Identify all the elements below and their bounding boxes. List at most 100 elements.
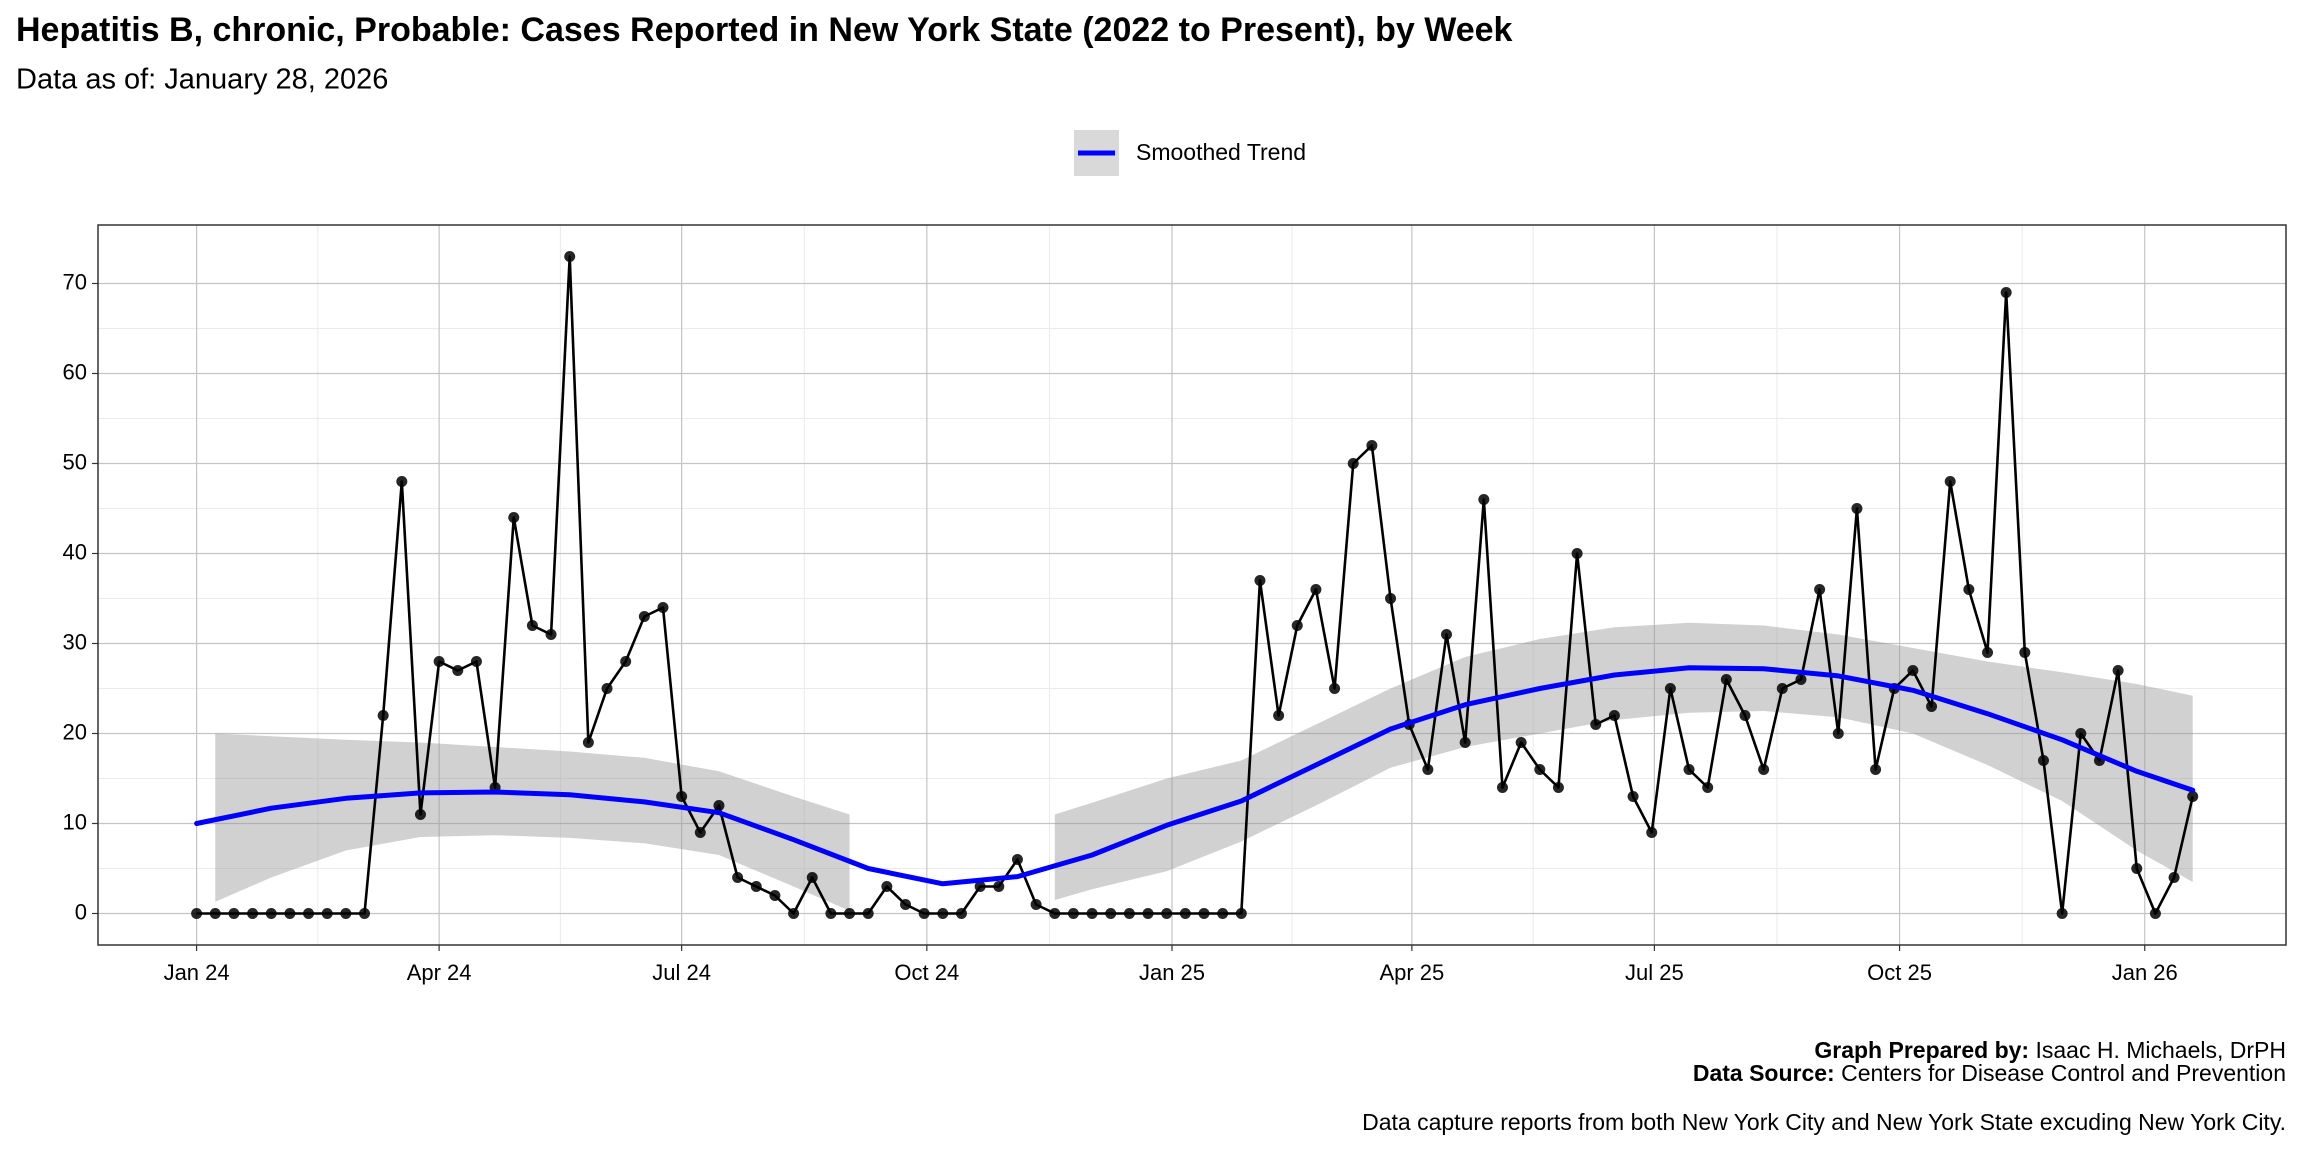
data-point — [2131, 863, 2143, 874]
data-point — [825, 908, 837, 919]
x-tick-label: Apr 24 — [407, 960, 472, 985]
data-point — [694, 827, 706, 838]
data-point — [1683, 764, 1695, 775]
caption-value: Isaac H. Michaels, DrPH — [2035, 1037, 2286, 1063]
panel-background — [98, 225, 2286, 945]
data-point — [1329, 683, 1341, 694]
y-tick-label: 10 — [63, 809, 87, 834]
data-point — [1441, 629, 1453, 640]
data-point — [2037, 755, 2049, 766]
y-tick-label: 40 — [63, 539, 87, 564]
data-point — [638, 611, 650, 622]
y-tick-label: 0 — [75, 899, 87, 924]
data-point — [2168, 872, 2180, 883]
data-point — [881, 881, 893, 892]
caption-label: Graph Prepared by: — [1814, 1037, 2029, 1063]
data-point — [937, 908, 949, 919]
x-tick-label: Jul 25 — [1625, 960, 1684, 985]
data-point — [1608, 710, 1620, 721]
data-point — [321, 908, 333, 919]
data-point — [844, 908, 856, 919]
data-point — [657, 602, 669, 613]
data-point — [676, 791, 688, 802]
data-point — [1161, 908, 1173, 919]
data-point — [433, 656, 445, 667]
data-point — [2019, 647, 2031, 658]
data-point — [1049, 908, 1061, 919]
plot-area: 0 10 20 30 40 50 60 70 Jan 24 Apr 24 Jul 24 Oct 24 J… — [63, 224, 2287, 985]
data-point — [303, 908, 315, 919]
data-point — [1366, 440, 1378, 451]
legend: Smoothed Trend — [1074, 130, 1306, 176]
data-point — [1534, 764, 1546, 775]
data-point — [1385, 593, 1397, 604]
data-line — [196, 255, 2194, 915]
x-tick-label: Oct 24 — [894, 960, 959, 985]
data-point — [1552, 782, 1564, 793]
data-point — [806, 872, 818, 883]
data-point — [1963, 584, 1975, 595]
data-point — [713, 800, 725, 811]
data-point — [1217, 908, 1229, 919]
data-point — [1496, 782, 1508, 793]
data-point — [1422, 764, 1434, 775]
data-point — [1814, 584, 1826, 595]
data-point — [601, 683, 613, 694]
data-point — [228, 908, 240, 919]
data-point — [1720, 674, 1732, 685]
data-point — [1179, 908, 1191, 919]
data-point — [1795, 674, 1807, 685]
caption-value: Centers for Disease Control and Preventi… — [1841, 1060, 2286, 1086]
data-point — [508, 512, 520, 523]
data-point — [1011, 854, 1023, 865]
data-point — [1198, 908, 1210, 919]
data-point — [247, 908, 259, 919]
data-point — [414, 809, 426, 820]
data-point — [1105, 908, 1117, 919]
x-tick-label: Jan 25 — [1139, 960, 1205, 985]
chart-subtitle: Data as of: January 28, 2026 — [16, 64, 388, 96]
data-point — [1273, 710, 1285, 721]
data-point — [750, 881, 762, 892]
data-point — [1459, 737, 1471, 748]
data-point — [377, 710, 389, 721]
data-point — [1758, 764, 1770, 775]
panel-border — [97, 224, 2287, 946]
data-point — [564, 251, 576, 262]
y-tick-label: 70 — [63, 269, 87, 294]
data-point — [1571, 548, 1583, 559]
data-point — [1254, 575, 1266, 586]
data-point — [359, 908, 371, 919]
data-point — [974, 881, 986, 892]
chart-title: Hepatitis B, chronic, Probable: Cases Re… — [16, 11, 1513, 49]
x-tick-label: Jan 24 — [164, 960, 230, 985]
data-point — [2149, 908, 2161, 919]
data-point — [769, 890, 781, 901]
confidence-band — [1054, 622, 2193, 900]
caption-note: Data capture reports from both New York … — [1362, 1109, 2286, 1135]
x-tick-label: Jan 26 — [2112, 960, 2178, 985]
data-point — [284, 908, 296, 919]
data-point — [1664, 683, 1676, 694]
data-point — [1776, 683, 1788, 694]
data-point — [340, 908, 352, 919]
caption-prepared: Graph Prepared by: Isaac H. Michaels, Dr… — [1814, 1037, 2286, 1063]
confidence-band — [215, 733, 850, 911]
data-point — [1086, 908, 1098, 919]
y-tick-label: 20 — [63, 719, 87, 744]
data-point — [1235, 908, 1247, 919]
data-point — [209, 908, 221, 919]
data-point — [900, 899, 912, 910]
x-tick-label: Apr 25 — [1379, 960, 1444, 985]
data-point — [788, 908, 800, 919]
y-tick-label: 30 — [63, 629, 87, 654]
data-point — [1590, 719, 1602, 730]
x-tick-label: Oct 25 — [1867, 960, 1932, 985]
data-point — [1926, 701, 1938, 712]
data-point — [526, 620, 538, 631]
data-point — [191, 908, 203, 919]
data-point — [1310, 584, 1322, 595]
data-point — [2056, 908, 2068, 919]
data-point — [1142, 908, 1154, 919]
